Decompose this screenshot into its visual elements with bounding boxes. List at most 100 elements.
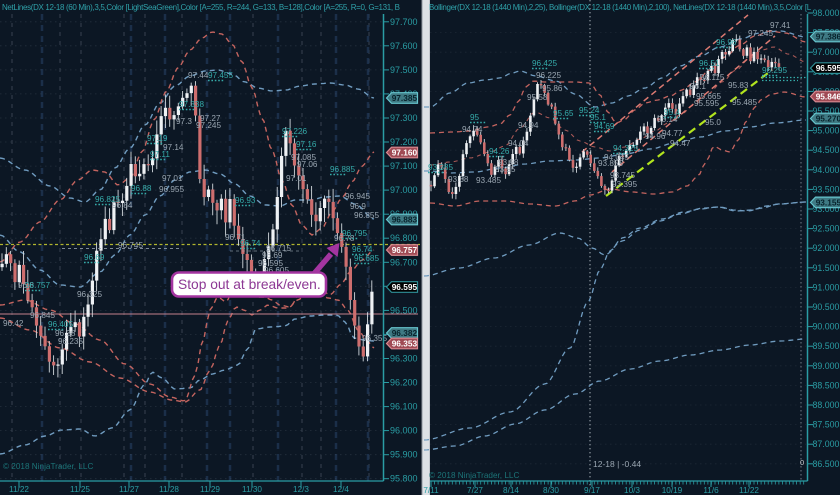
svg-text:94.500: 94.500	[813, 145, 840, 155]
svg-text:97.385: 97.385	[392, 93, 418, 103]
svg-text:96.69: 96.69	[262, 251, 283, 260]
svg-text:8/14: 8/14	[503, 486, 519, 495]
svg-text:97.455: 97.455	[208, 71, 233, 80]
svg-text:96.955: 96.955	[159, 185, 184, 194]
svg-text:93.95: 93.95	[495, 165, 516, 174]
svg-text:© 2018 NinjaTrader, LLC: © 2018 NinjaTrader, LLC	[429, 471, 519, 480]
svg-text:95.846: 95.846	[816, 92, 840, 102]
svg-text:93.855: 93.855	[598, 159, 623, 168]
svg-text:94.325: 94.325	[613, 144, 638, 153]
svg-text:97.600: 97.600	[390, 41, 418, 51]
svg-text:96.295: 96.295	[762, 66, 787, 75]
svg-text:97.160: 97.160	[392, 148, 418, 158]
svg-text:96.200: 96.200	[390, 378, 418, 388]
svg-text:97.01: 97.01	[162, 174, 183, 183]
svg-text:97.085: 97.085	[291, 153, 316, 162]
svg-text:96.1: 96.1	[690, 82, 706, 91]
svg-text:93.485: 93.485	[476, 176, 501, 185]
svg-text:97.700: 97.700	[390, 17, 418, 27]
svg-text:92.500: 92.500	[813, 224, 840, 234]
svg-text:96.405: 96.405	[48, 320, 73, 329]
svg-text:96.115: 96.115	[700, 73, 725, 82]
svg-text:96.71: 96.71	[225, 233, 246, 242]
svg-text:96.883: 96.883	[392, 215, 418, 225]
svg-text:96.595: 96.595	[816, 63, 840, 73]
svg-text:88.000: 88.000	[813, 400, 840, 410]
svg-text:97.11: 97.11	[150, 150, 170, 159]
svg-text:97.16: 97.16	[296, 140, 317, 149]
svg-text:94.96: 94.96	[645, 132, 666, 141]
svg-text:96.300: 96.300	[390, 354, 418, 364]
svg-text:Stop out at break/even.: Stop out at break/even.	[178, 277, 321, 292]
svg-text:Bollinger(DX 12-18 (1440 Min),: Bollinger(DX 12-18 (1440 Min),2,25), Bol…	[429, 3, 812, 12]
svg-text:7/27: 7/27	[467, 486, 483, 495]
svg-text:96.69: 96.69	[84, 253, 105, 262]
svg-text:97.338: 97.338	[179, 100, 204, 109]
svg-text:11/22: 11/22	[9, 485, 29, 494]
svg-text:93.745: 93.745	[610, 171, 635, 180]
svg-text:90.500: 90.500	[813, 302, 840, 312]
svg-text:96.715: 96.715	[266, 244, 291, 253]
svg-text:94.94: 94.94	[518, 121, 539, 130]
svg-text:95.24: 95.24	[579, 106, 600, 115]
svg-text:97.06: 97.06	[297, 160, 318, 169]
svg-text:11/22: 11/22	[739, 486, 759, 495]
svg-text:93.385: 93.385	[428, 163, 453, 172]
svg-text:97.01: 97.01	[286, 174, 307, 183]
svg-text:95.595: 95.595	[694, 99, 719, 108]
svg-text:90.000: 90.000	[813, 322, 840, 332]
svg-text:95: 95	[470, 113, 480, 122]
svg-text:96.38: 96.38	[55, 329, 76, 338]
svg-text:89.500: 89.500	[813, 341, 840, 351]
svg-text:12-18 | -0.44: 12-18 | -0.44	[593, 459, 641, 469]
svg-text:96.000: 96.000	[390, 426, 418, 436]
svg-text:93.155: 93.155	[816, 197, 840, 207]
svg-text:8/30: 8/30	[543, 486, 559, 495]
svg-text:7/11: 7/11	[423, 486, 439, 495]
svg-text:97.245: 97.245	[196, 121, 221, 130]
svg-text:95.270: 95.270	[816, 114, 840, 124]
svg-text:88.500: 88.500	[813, 380, 840, 390]
svg-text:98.000: 98.000	[813, 8, 840, 18]
svg-text:96.42: 96.42	[3, 319, 24, 328]
svg-text:95.58: 95.58	[527, 93, 548, 102]
svg-text:87.000: 87.000	[813, 439, 840, 449]
svg-text:95.86: 95.86	[542, 84, 563, 93]
svg-text:95.500: 95.500	[813, 106, 840, 116]
svg-text:96.685: 96.685	[354, 254, 379, 263]
svg-text:96.605: 96.605	[264, 266, 289, 275]
svg-text:87.500: 87.500	[813, 420, 840, 430]
svg-text:97.386: 97.386	[816, 32, 840, 42]
svg-text:93.500: 93.500	[813, 184, 840, 194]
svg-text:94.74: 94.74	[462, 125, 483, 134]
svg-text:96.100: 96.100	[390, 402, 418, 412]
svg-text:96.795: 96.795	[342, 229, 367, 238]
svg-text:96.9: 96.9	[350, 202, 366, 211]
svg-text:11/29: 11/29	[200, 485, 220, 494]
svg-text:96.700: 96.700	[390, 257, 418, 267]
svg-text:NetLines(DX 12-18 (60 Min),3,5: NetLines(DX 12-18 (60 Min),3,5,Color [Li…	[2, 3, 400, 12]
svg-text:95.14: 95.14	[657, 115, 678, 124]
svg-text:97.226: 97.226	[282, 127, 307, 136]
svg-text:96.855: 96.855	[354, 211, 379, 220]
svg-text:96.595: 96.595	[392, 282, 418, 292]
svg-text:94.77: 94.77	[662, 129, 683, 138]
svg-text:96.355: 96.355	[362, 334, 387, 343]
svg-text:96.84: 96.84	[112, 201, 133, 210]
svg-text:97.27: 97.27	[200, 114, 221, 123]
svg-text:97.14: 97.14	[163, 143, 184, 152]
svg-text:96.595: 96.595	[258, 259, 283, 268]
svg-text:12/3: 12/3	[293, 485, 309, 494]
svg-text:97.100: 97.100	[390, 161, 418, 171]
svg-text:96.93: 96.93	[235, 196, 256, 205]
svg-text:93.000: 93.000	[813, 204, 840, 214]
svg-text:97.500: 97.500	[390, 65, 418, 75]
svg-text:95.1: 95.1	[590, 113, 606, 122]
svg-text:97.000: 97.000	[813, 47, 840, 57]
svg-text:94.045: 94.045	[604, 153, 629, 162]
svg-text:94.69: 94.69	[594, 122, 615, 131]
svg-text:96.945: 96.945	[345, 192, 370, 201]
svg-text:95.485: 95.485	[732, 98, 757, 107]
svg-text:91.000: 91.000	[813, 282, 840, 292]
svg-text:95.800: 95.800	[390, 474, 418, 484]
